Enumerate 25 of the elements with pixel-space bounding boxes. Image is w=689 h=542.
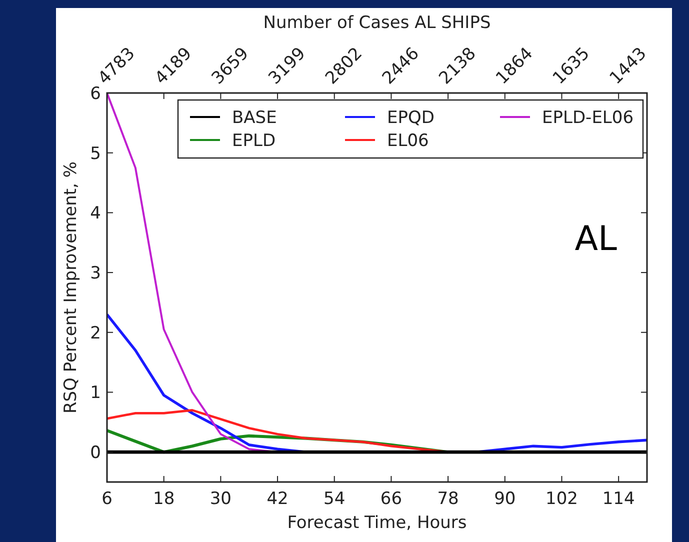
x-tick-label: 90 (494, 489, 516, 509)
y-tick-label: 0 (90, 443, 101, 464)
x-tick-label: 66 (380, 489, 402, 509)
x-tick-label: 102 (546, 489, 578, 509)
x-tick-label: 30 (210, 489, 232, 509)
annotation: AL (574, 219, 618, 259)
legend-label: EPQD (387, 108, 434, 128)
y-axis-title: RSQ Percent Improvement, % (61, 161, 81, 414)
y-tick-label: 1 (90, 383, 101, 404)
y-tick-label: 6 (90, 84, 101, 104)
x2-axis-title: Number of Cases AL SHIPS (263, 13, 491, 33)
x-tick-label: 54 (324, 489, 346, 509)
y-tick-label: 2 (90, 323, 101, 344)
x-tick-label: 18 (153, 489, 175, 509)
legend-label: EPLD-EL06 (542, 108, 634, 128)
legend-label: EPLD (232, 131, 276, 151)
y-tick-label: 5 (90, 144, 101, 164)
legend-label: EL06 (387, 131, 429, 151)
x-tick-label: 114 (602, 489, 635, 509)
y-tick-label: 3 (90, 264, 101, 284)
y-tick-label: 4 (90, 204, 101, 224)
x-tick-label: 42 (266, 489, 288, 509)
x-tick-label: 78 (437, 489, 459, 509)
legend-label: BASE (232, 108, 277, 128)
x-axis-title: Forecast Time, Hours (287, 513, 467, 533)
